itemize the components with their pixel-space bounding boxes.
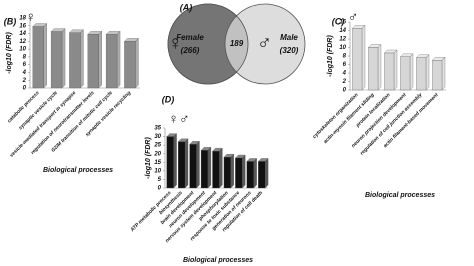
y-tick-label: 6: [343, 62, 347, 68]
bar-side: [219, 147, 223, 189]
sex-symbol: ♀♂: [168, 111, 189, 127]
y-tick-label: 2: [22, 78, 27, 84]
venn-name: Female: [176, 33, 204, 42]
bar: [178, 141, 186, 189]
y-tick-label: 25: [153, 143, 161, 149]
y-tick-label: 12: [19, 39, 26, 45]
y-tick-label: 4: [342, 71, 347, 77]
venn-symbol: ♀: [167, 32, 182, 54]
y-tick-label: 10: [19, 47, 26, 53]
y-tick-label: 30: [154, 134, 161, 140]
panel-label: (C): [332, 16, 345, 26]
y-axis-label: -log10 (FDR): [327, 35, 334, 77]
y-tick-label: 5: [158, 177, 162, 183]
venn-set: [224, 3, 306, 85]
venn-count: (266): [181, 46, 200, 55]
bar-side: [242, 154, 246, 189]
y-tick-label: 15: [154, 160, 161, 166]
y-tick-label: 2: [342, 79, 347, 85]
x-axis-label: Biological processes: [43, 167, 113, 174]
bar-side: [184, 138, 189, 189]
bar: [416, 57, 427, 91]
bar: [235, 157, 243, 189]
y-tick-label: 0: [23, 86, 27, 92]
bar-side: [196, 140, 200, 189]
bar: [124, 41, 136, 89]
bar: [50, 31, 63, 89]
bar-side: [61, 28, 66, 89]
bar-side: [361, 25, 366, 91]
venn-count: (320): [280, 46, 299, 55]
y-tick-label: 0: [343, 88, 347, 94]
bar: [384, 52, 395, 91]
x-axis-label: Biological processes: [183, 257, 253, 264]
y-axis-label: -log10 (FDR): [6, 32, 13, 74]
y-axis-label: -log10 (FDR): [145, 137, 152, 179]
sex-symbol: ♂: [347, 9, 358, 25]
bar-side: [98, 30, 102, 89]
x-tick-label: vesicle-mediated transport in synapse: [9, 90, 78, 159]
y-tick-label: 12: [339, 37, 346, 43]
bar: [166, 136, 174, 189]
bar: [212, 150, 220, 189]
y-tick-label: 0: [158, 186, 162, 192]
y-tick-label: 10: [339, 45, 346, 51]
bar-side: [230, 153, 234, 189]
bar-side: [116, 30, 121, 89]
venn-symbol: ♂: [256, 32, 271, 54]
bar: [352, 28, 363, 91]
y-tick-label: 14: [339, 28, 346, 34]
bar: [200, 150, 209, 189]
bar-side: [441, 56, 446, 91]
bar-side: [207, 146, 212, 189]
venn-intersection: 189: [230, 39, 244, 48]
bar-side: [425, 54, 430, 91]
bar-side: [409, 53, 414, 91]
panel-label: (A): [180, 2, 193, 12]
bar-side: [393, 49, 398, 91]
bar-side: [173, 133, 177, 189]
bar-side: [80, 29, 84, 89]
bar: [87, 34, 99, 89]
y-tick-label: 16: [19, 23, 26, 29]
y-tick-label: 20: [153, 151, 161, 157]
bar: [69, 32, 81, 89]
venn-name: Male: [280, 33, 298, 42]
x-tick-label: catabolic process: [6, 90, 40, 124]
venn-outline: [167, 3, 249, 85]
y-tick-label: 4: [22, 70, 27, 76]
bar: [258, 161, 266, 189]
bar: [189, 144, 197, 189]
y-tick-label: 8: [343, 54, 347, 60]
x-axis-label: Biological processes: [365, 192, 435, 199]
bar-side: [377, 44, 382, 91]
y-tick-label: 35: [154, 126, 161, 132]
y-tick-label: 6: [23, 62, 27, 68]
bar-side: [43, 23, 47, 89]
y-tick-label: 8: [23, 54, 27, 60]
bar: [223, 156, 231, 189]
y-tick-label: 18: [19, 16, 26, 22]
panel-label: (B): [4, 16, 17, 26]
y-tick-label: 16: [339, 20, 346, 26]
bar-side: [135, 37, 139, 89]
bar: [105, 34, 118, 89]
y-tick-label: 10: [154, 168, 161, 174]
bar: [400, 56, 411, 91]
bar-side: [264, 158, 269, 189]
panel-label: (D): [162, 94, 175, 104]
bar: [32, 26, 44, 89]
bar: [432, 60, 443, 91]
bar-side: [253, 158, 257, 189]
bar: [246, 161, 254, 189]
bar: [368, 47, 379, 91]
sex-symbol: ♀: [25, 9, 36, 25]
y-tick-label: 14: [19, 31, 26, 37]
